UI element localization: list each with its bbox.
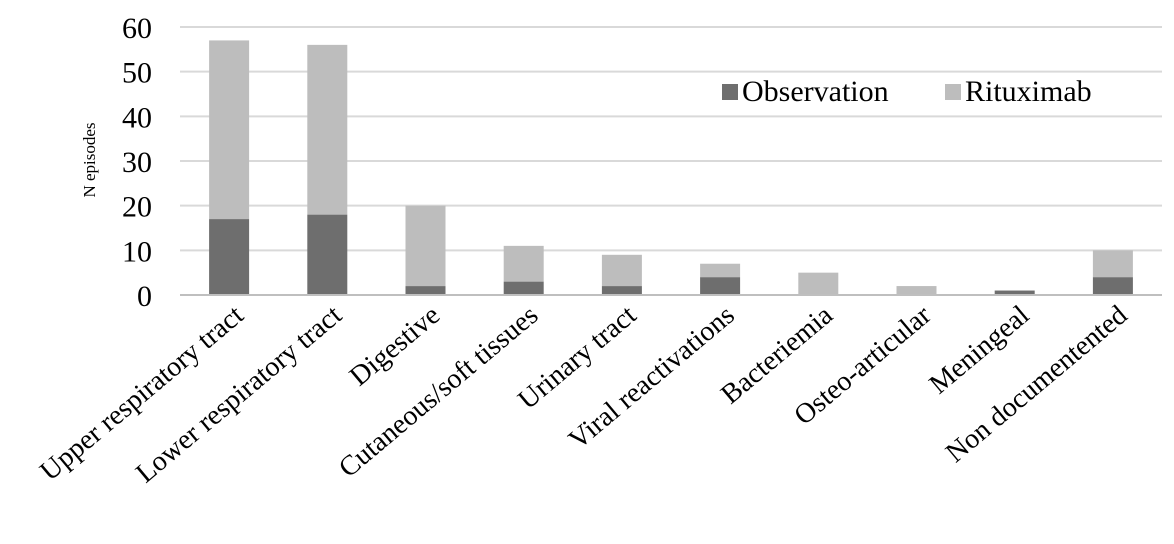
bar-rituximab-7 xyxy=(798,272,839,295)
bar-observation-1 xyxy=(209,219,250,295)
y-tick-label: 40 xyxy=(122,101,152,134)
y-tick-label: 20 xyxy=(122,191,152,224)
bars xyxy=(209,40,1133,295)
bar-observation-9 xyxy=(994,290,1035,295)
bar-observation-6 xyxy=(700,277,741,295)
x-tick-label: Non documentented xyxy=(940,300,1133,469)
bar-observation-5 xyxy=(601,286,642,295)
bar-observation-3 xyxy=(405,286,446,295)
bar-rituximab-10 xyxy=(1092,250,1133,278)
bar-observation-2 xyxy=(307,214,348,295)
y-axis-label: N episodes xyxy=(80,122,99,197)
legend: Observation Rituximab xyxy=(722,75,1092,108)
y-axis-ticks: 0 10 20 30 40 50 60 xyxy=(122,12,152,313)
y-tick-label: 50 xyxy=(122,57,152,90)
legend-label-rituximab: Rituximab xyxy=(965,75,1092,108)
bar-rituximab-2 xyxy=(307,44,348,215)
y-tick-label: 0 xyxy=(137,280,152,313)
bar-observation-10 xyxy=(1092,277,1133,295)
legend-swatch-rituximab xyxy=(945,84,961,100)
bar-rituximab-6 xyxy=(700,263,741,278)
bar-rituximab-3 xyxy=(405,205,446,287)
y-tick-label: 10 xyxy=(122,235,152,268)
bar-rituximab-8 xyxy=(896,286,937,295)
y-tick-label: 30 xyxy=(122,146,152,179)
bar-observation-4 xyxy=(503,281,544,295)
bar-rituximab-4 xyxy=(503,245,544,282)
x-tick-label: Viral reactivations xyxy=(563,300,741,456)
bar-rituximab-5 xyxy=(601,254,642,287)
y-tick-label: 60 xyxy=(122,12,152,45)
legend-label-observation: Observation xyxy=(742,75,889,108)
bar-rituximab-1 xyxy=(209,40,250,220)
legend-swatch-observation xyxy=(722,84,738,100)
